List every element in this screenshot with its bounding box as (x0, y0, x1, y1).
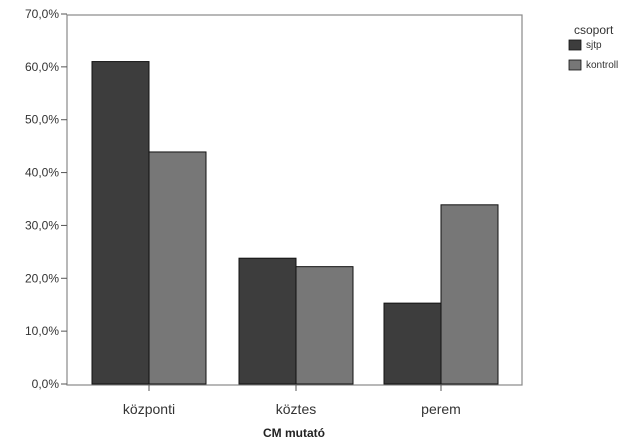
x-tick-label: perem (421, 401, 461, 417)
legend-swatch-kontroll (568, 59, 582, 71)
legend: csoport sjtp kontroll (568, 23, 618, 71)
legend-swatch-sjtp (568, 39, 582, 51)
legend-label-kontroll: kontroll (586, 60, 618, 71)
x-tick-label: köztes (276, 401, 316, 417)
x-axis-title: CM mutató (263, 426, 325, 440)
legend-title: csoport (574, 23, 614, 37)
bars (91, 61, 499, 385)
y-tick-label: 0,0% (32, 377, 60, 391)
y-tick-label: 40,0% (25, 166, 59, 180)
y-tick-label: 70,0% (25, 7, 59, 21)
bar-kontroll-0 (148, 151, 207, 385)
y-tick-label: 50,0% (25, 113, 59, 127)
bar-kontroll-1 (295, 266, 354, 385)
bar-kontroll-2 (440, 204, 499, 385)
legend-label-sjtp: sjtp (586, 40, 602, 51)
bar-sjtp-1 (238, 257, 297, 385)
y-tick-label: 10,0% (25, 324, 59, 338)
y-tick-label: 30,0% (25, 218, 59, 232)
bar-sjtp-2 (383, 302, 442, 385)
x-tick-label: központi (123, 401, 175, 417)
y-tick-label: 60,0% (25, 60, 59, 74)
y-tick-label: 20,0% (25, 271, 59, 285)
y-axis: 0,0% 10,0% 20,0% 30,0% 40,0% 50,0% 60,0% 70,0% (25, 7, 67, 391)
bar-sjtp-0 (91, 61, 150, 385)
x-axis: központi köztes perem (123, 385, 461, 417)
